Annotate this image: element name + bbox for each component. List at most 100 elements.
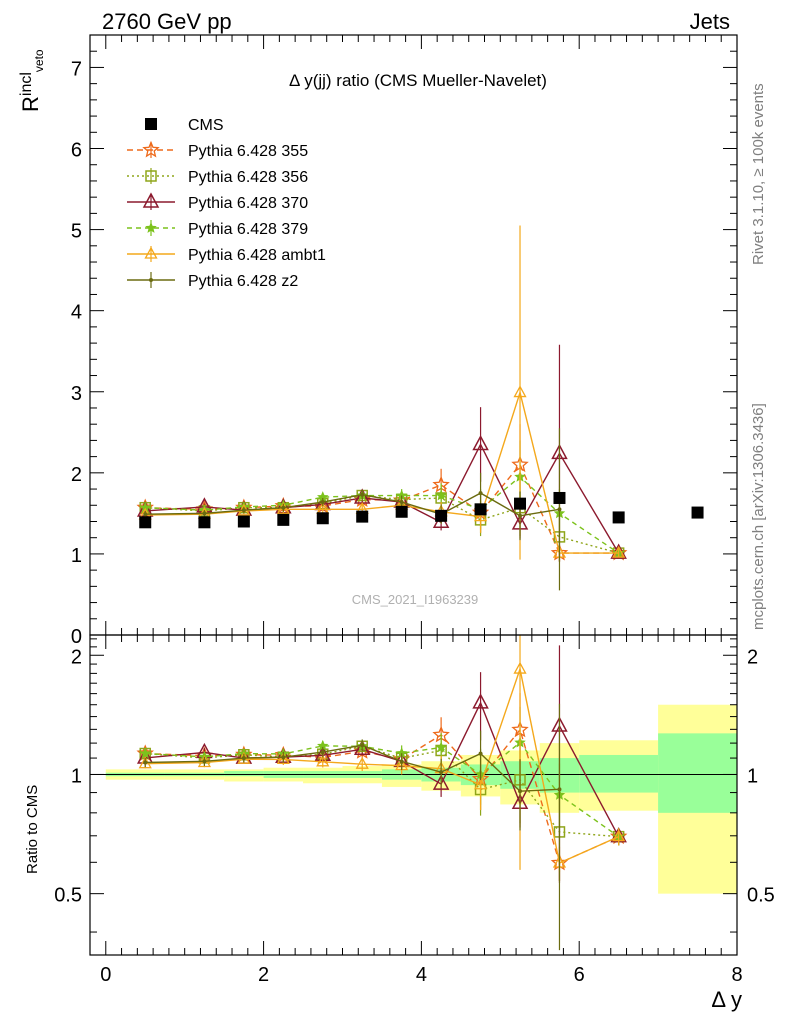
ratio-point (353, 739, 371, 756)
y-axis-label-main: Rinclveto (18, 49, 46, 112)
legend-marker (142, 192, 160, 208)
y-tick-label: 3 (71, 383, 82, 405)
series-point (202, 511, 207, 516)
ratio-point (276, 752, 290, 765)
ratio-point (143, 760, 148, 765)
x-tick-label: 6 (574, 964, 585, 986)
plot-frames (89, 34, 738, 956)
series-point (557, 507, 562, 512)
ratio-band-stat (579, 754, 659, 793)
data-point-cms (198, 516, 211, 529)
side-label-top: Rivet 3.1.10, ≥ 100k events (750, 83, 767, 265)
legend-label: CMS (188, 117, 224, 134)
data-point-cms (356, 510, 369, 523)
legend-marker (142, 140, 160, 158)
watermark: CMS_2021_I1963239 (352, 592, 479, 607)
legend-marker (149, 278, 153, 282)
ratio-point (316, 754, 330, 767)
ratio-point (478, 751, 483, 756)
ratio-tick-label: 0.5 (54, 885, 82, 907)
series-point (473, 509, 488, 522)
legend: CMS Pythia 6.428 355 Pythia 6.428 356 Pythi… (127, 117, 326, 290)
ratio-point (435, 741, 447, 753)
y-tick-label: 1 (71, 545, 82, 567)
series-point (518, 513, 523, 518)
ratio-line (145, 741, 620, 838)
series-point (478, 491, 483, 496)
ratio-tick-label-right: 2 (747, 646, 758, 668)
ratio-point (139, 747, 151, 759)
legend-marker (144, 246, 158, 259)
y-tick-label: 2 (71, 464, 82, 486)
ratio-point (557, 787, 562, 792)
series-line (145, 389, 619, 554)
plot-title: Δ y(jj) ratio (CMS Mueller-Navelet) (289, 71, 547, 90)
series-line (145, 442, 620, 554)
data-point-cms (395, 505, 408, 518)
ratio-point (399, 759, 404, 764)
ratio-point (360, 743, 365, 748)
ratio-point (355, 756, 369, 769)
legend-label: Pythia 6.428 379 (188, 221, 308, 238)
ratio-band-stat (224, 771, 264, 777)
legend-label: Pythia 6.428 356 (188, 169, 308, 186)
data-point-cms (553, 491, 566, 504)
data-point-cms (139, 516, 152, 529)
ratio-tick-label: 1 (71, 765, 82, 787)
ratio-point (241, 756, 246, 761)
y-tick-label: 7 (71, 58, 82, 80)
series-point (360, 492, 365, 497)
x-tick-label: 8 (731, 964, 742, 986)
data-point-cms (474, 503, 487, 516)
series-point (281, 505, 286, 510)
ratio-tick-label-right: 0.5 (747, 885, 775, 907)
ratio-plot-series (136, 635, 628, 951)
ratio-point (473, 777, 488, 790)
series-point (399, 500, 404, 505)
series-point (241, 508, 246, 513)
legend-label: Pythia 6.428 355 (188, 143, 308, 160)
ratio-point (320, 750, 325, 755)
series-point (513, 385, 527, 398)
series-line (145, 475, 620, 554)
ratio-point (432, 774, 450, 790)
y-tick-label: 6 (71, 140, 82, 162)
legend-label: Pythia 6.428 370 (188, 195, 308, 212)
x-tick-label: 2 (258, 964, 269, 986)
ratio-tick-label: 2 (71, 646, 82, 668)
x-axis-label: Δ y (711, 987, 742, 1012)
header-right: Jets (690, 9, 730, 34)
side-label-bottom: mcplots.cern.ch [arXiv:1306.3436] (750, 403, 767, 630)
data-point-cms (237, 515, 250, 528)
ratio-point (518, 789, 523, 794)
legend-label: Pythia 6.428 ambt1 (188, 247, 326, 264)
ratio-uncertainty-bands (105, 704, 737, 894)
series-point (612, 545, 626, 558)
x-tick-label: 4 (416, 964, 427, 986)
ratio-tick-label-right: 1 (747, 765, 758, 787)
series-point (143, 512, 148, 517)
data-point-cms (514, 497, 527, 510)
legend-marker (145, 118, 157, 130)
ratio-line (145, 666, 619, 864)
ratio-band-stat (658, 733, 737, 813)
ratio-point (612, 829, 626, 842)
data-point-cms (435, 509, 448, 522)
ratio-point (472, 693, 489, 709)
main-plot-series (136, 225, 704, 591)
series-point (320, 500, 325, 505)
ratio-point (202, 759, 207, 764)
ratio-line (145, 745, 619, 838)
y-tick-label: 4 (71, 302, 82, 324)
ratio-line (145, 728, 619, 864)
ratio-point (439, 770, 444, 775)
ratio-point (281, 755, 286, 760)
data-point-cms (316, 512, 329, 525)
ratio-point (513, 661, 527, 674)
series-point (472, 434, 489, 451)
series-line (145, 463, 619, 554)
y-tick-label: 5 (71, 221, 82, 243)
data-point-cms (612, 511, 625, 524)
